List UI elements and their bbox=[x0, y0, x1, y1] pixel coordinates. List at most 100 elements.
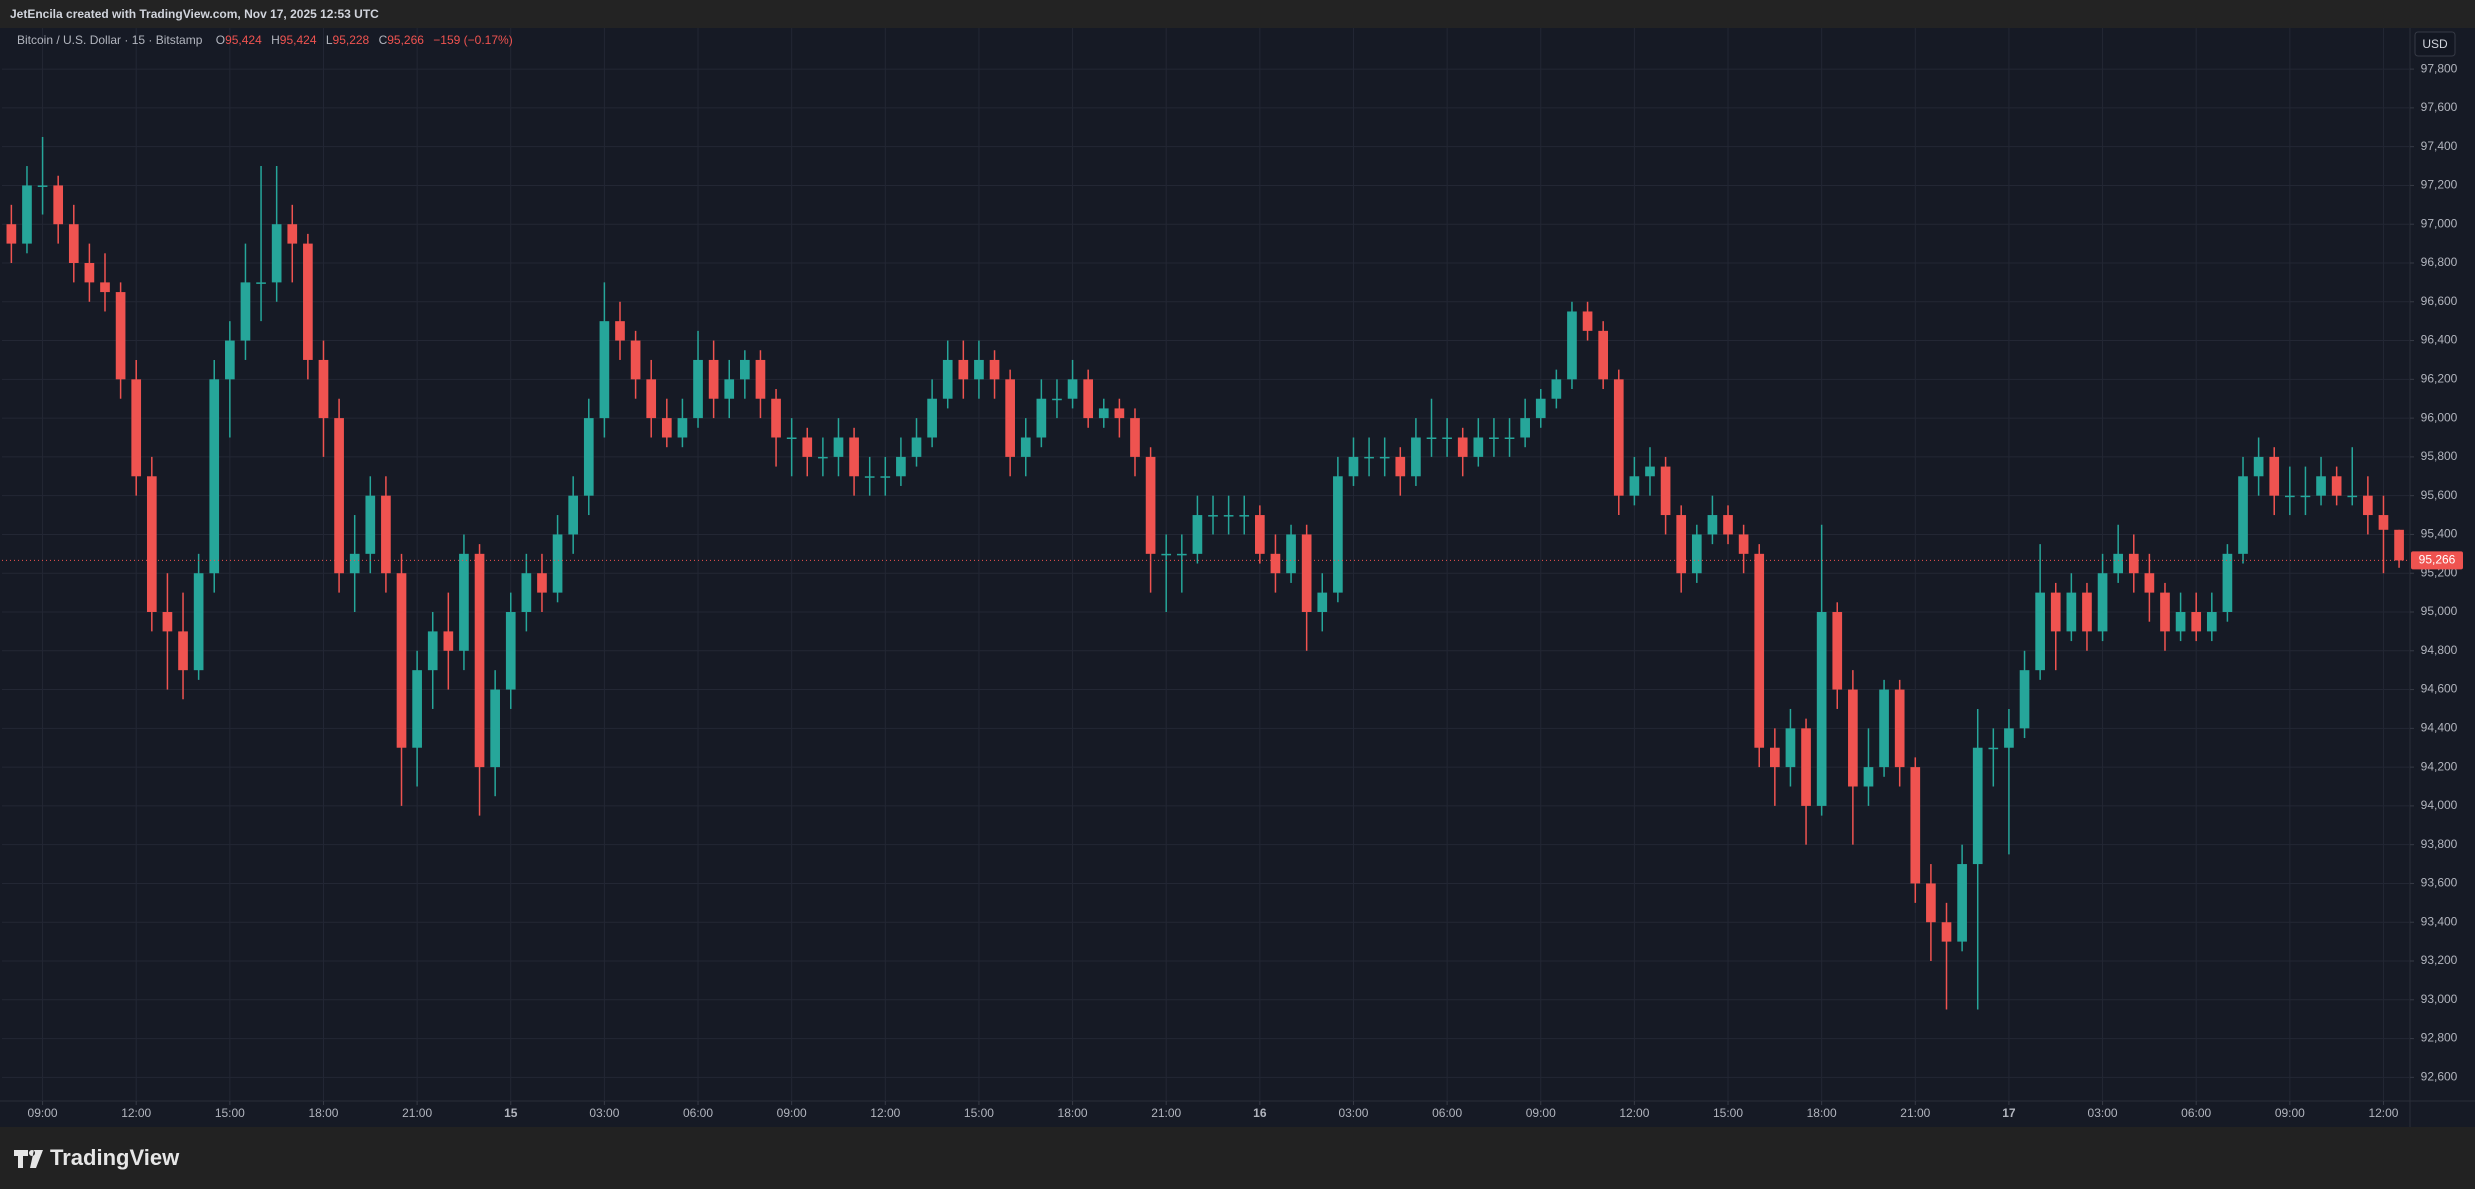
candle-body bbox=[1598, 330, 1609, 380]
x-tick-label: 03:00 bbox=[1338, 1106, 1368, 1120]
candle-body bbox=[1520, 418, 1530, 438]
candle-body bbox=[2284, 495, 2295, 498]
y-tick-label: 96,400 bbox=[2421, 333, 2458, 347]
candle-body bbox=[193, 573, 204, 671]
candle-body bbox=[2019, 670, 2030, 729]
candle-body bbox=[2004, 728, 2014, 748]
legend-change: −159 (−0.17%) bbox=[433, 33, 512, 47]
candle-body bbox=[818, 456, 828, 459]
x-tick-label: 09:00 bbox=[28, 1106, 58, 1120]
candle-body bbox=[84, 262, 95, 283]
x-tick-label: 03:00 bbox=[589, 1106, 619, 1120]
y-tick-label: 94,600 bbox=[2421, 682, 2458, 696]
candle-body bbox=[2253, 456, 2264, 477]
y-tick-label: 97,800 bbox=[2421, 61, 2458, 75]
candle-body bbox=[849, 437, 859, 477]
candle-body bbox=[1192, 515, 1203, 554]
candle-body bbox=[1036, 398, 1047, 438]
candle-body bbox=[1660, 466, 1671, 516]
legend-label: O bbox=[216, 33, 225, 47]
candle-body bbox=[1333, 476, 1343, 593]
candle-body bbox=[240, 282, 251, 341]
y-tick-label: 95,400 bbox=[2421, 527, 2458, 541]
candle-body bbox=[1145, 456, 1156, 554]
candle-body bbox=[1879, 689, 1889, 768]
candle-body bbox=[1894, 689, 1905, 768]
x-tick-label: 06:00 bbox=[2181, 1106, 2211, 1120]
candle-body bbox=[1301, 534, 1312, 613]
x-tick-label: 12:00 bbox=[1619, 1106, 1649, 1120]
y-tick-label: 95,600 bbox=[2421, 488, 2458, 502]
candle-body bbox=[1754, 553, 1765, 748]
last-price-label: 95,266 bbox=[2419, 553, 2456, 567]
legend-value: 95,266 bbox=[387, 33, 424, 47]
y-tick-label: 97,200 bbox=[2421, 178, 2458, 192]
candle-body bbox=[1723, 515, 1733, 535]
candle-body bbox=[1988, 747, 1999, 750]
candle-body bbox=[178, 631, 188, 671]
candle-body bbox=[287, 224, 298, 244]
x-tick-label: 15:00 bbox=[215, 1106, 245, 1120]
candle-body bbox=[1972, 747, 1983, 865]
candle-body bbox=[1738, 534, 1749, 554]
candle-body bbox=[552, 534, 563, 593]
candle-body bbox=[2300, 495, 2311, 498]
candle-body bbox=[1551, 379, 1562, 399]
candle-body bbox=[1364, 456, 1374, 459]
candle-body bbox=[583, 418, 594, 496]
candle-body bbox=[2097, 573, 2108, 632]
candle-body bbox=[334, 418, 344, 574]
candle-body bbox=[661, 418, 672, 438]
x-tick-label: 15:00 bbox=[1713, 1106, 1743, 1120]
candle-body bbox=[802, 437, 813, 457]
candle-body bbox=[646, 379, 657, 419]
candle-body bbox=[68, 224, 79, 263]
candle-body bbox=[537, 573, 547, 593]
candle-body bbox=[1223, 515, 1234, 517]
candle-body bbox=[1379, 456, 1390, 459]
candle-body bbox=[1910, 767, 1921, 884]
candle-body bbox=[2363, 495, 2373, 516]
y-tick-label: 94,200 bbox=[2421, 759, 2458, 773]
candle-body bbox=[443, 631, 454, 651]
candle-body bbox=[2035, 592, 2045, 671]
candle-body bbox=[365, 495, 376, 554]
candle-body bbox=[1020, 437, 1031, 457]
candle-body bbox=[6, 224, 17, 244]
y-tick-label: 94,800 bbox=[2421, 643, 2458, 657]
candle-body bbox=[1504, 437, 1515, 440]
x-tick-label: 18:00 bbox=[1058, 1106, 1088, 1120]
candle-body bbox=[1473, 437, 1484, 457]
y-tick-label: 92,600 bbox=[2421, 1070, 2458, 1084]
candle-body bbox=[2191, 612, 2202, 632]
candle-body bbox=[1567, 311, 1577, 380]
candle-body bbox=[2160, 592, 2170, 632]
candle-body bbox=[1645, 466, 1655, 477]
x-tick-label: 21:00 bbox=[1151, 1106, 1181, 1120]
candle-body bbox=[2050, 592, 2061, 632]
x-tick-label: 18:00 bbox=[308, 1106, 338, 1120]
candle-body bbox=[1785, 728, 1796, 768]
candle-body bbox=[708, 359, 719, 399]
last-price-box bbox=[2411, 551, 2463, 570]
y-tick-label: 96,600 bbox=[2421, 294, 2458, 308]
candle-body bbox=[1052, 398, 1062, 401]
candle-body bbox=[1582, 311, 1593, 331]
candle-body bbox=[209, 379, 220, 574]
currency[interactable]: USD bbox=[2422, 37, 2448, 51]
candle-body bbox=[1411, 437, 1421, 477]
candle-body bbox=[942, 359, 953, 399]
currency-box[interactable] bbox=[2414, 31, 2456, 57]
candle-body bbox=[771, 398, 781, 438]
x-tick-label: 12:00 bbox=[2368, 1106, 2398, 1120]
legend-label: H bbox=[271, 33, 280, 47]
legend: Bitcoin / U.S. Dollar · 15 · Bitstamp O 9… bbox=[17, 33, 513, 47]
legend-title: Bitcoin / U.S. Dollar · 15 · Bitstamp bbox=[17, 33, 203, 47]
attribution: JetEncila created with TradingView.com, … bbox=[10, 7, 379, 21]
candle-body bbox=[1270, 553, 1281, 574]
candle-body bbox=[162, 612, 173, 632]
candle-body bbox=[927, 398, 937, 438]
candle-body bbox=[349, 553, 360, 574]
